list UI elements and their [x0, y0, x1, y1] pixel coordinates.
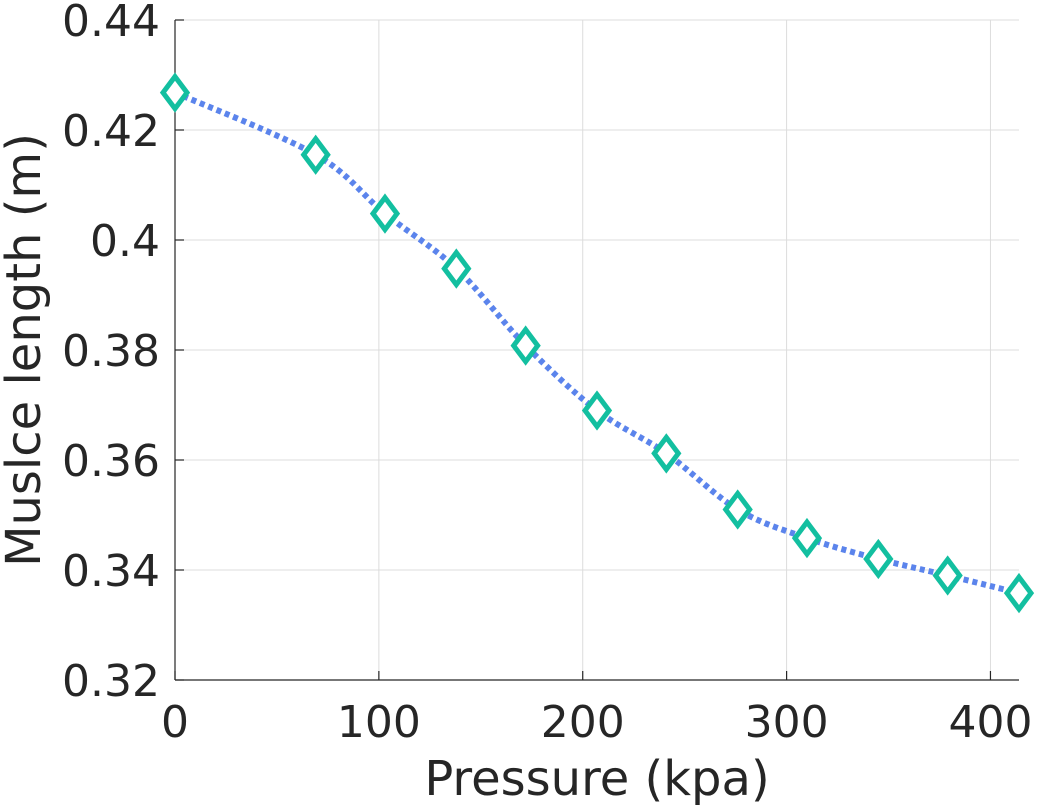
y-axis-ticks: 0.32 0.34 0.36 0.38 0.4 0.42 0.44 [62, 0, 184, 707]
y-tick-label: 0.44 [62, 0, 160, 47]
y-tick-label: 0.34 [62, 546, 160, 597]
x-tick-label: 300 [745, 697, 829, 748]
x-axis-ticks: 0 100 200 300 400 [161, 671, 1032, 748]
y-tick-label: 0.42 [62, 106, 160, 157]
y-tick-label: 0.36 [62, 436, 160, 487]
y-tick-label: 0.32 [62, 656, 160, 707]
data-point-marker [300, 134, 331, 175]
data-point-marker [581, 390, 613, 431]
grid [174, 19, 1019, 681]
y-axis-title: Muslce length (m) [0, 133, 52, 567]
x-tick-label: 200 [541, 697, 625, 748]
x-tick-label: 400 [948, 697, 1032, 748]
data-point-marker [159, 72, 191, 113]
y-tick-label: 0.38 [62, 326, 160, 377]
series-line [173, 89, 1020, 597]
data-point-marker [369, 193, 401, 234]
data-point-marker [1003, 572, 1035, 614]
data-point-marker [722, 489, 753, 530]
x-tick-label: 0 [161, 697, 189, 748]
data-point-marker [651, 433, 682, 474]
data-point-marker [863, 538, 894, 580]
y-tick-label: 0.4 [90, 216, 160, 267]
x-axis-title: Pressure (kpa) [424, 751, 769, 807]
data-point-marker [510, 325, 541, 366]
series-layer [159, 72, 1035, 614]
data-point-marker [441, 248, 472, 289]
data-point-marker [932, 555, 963, 596]
data-point-marker [791, 517, 823, 559]
x-tick-label: 100 [337, 697, 421, 748]
